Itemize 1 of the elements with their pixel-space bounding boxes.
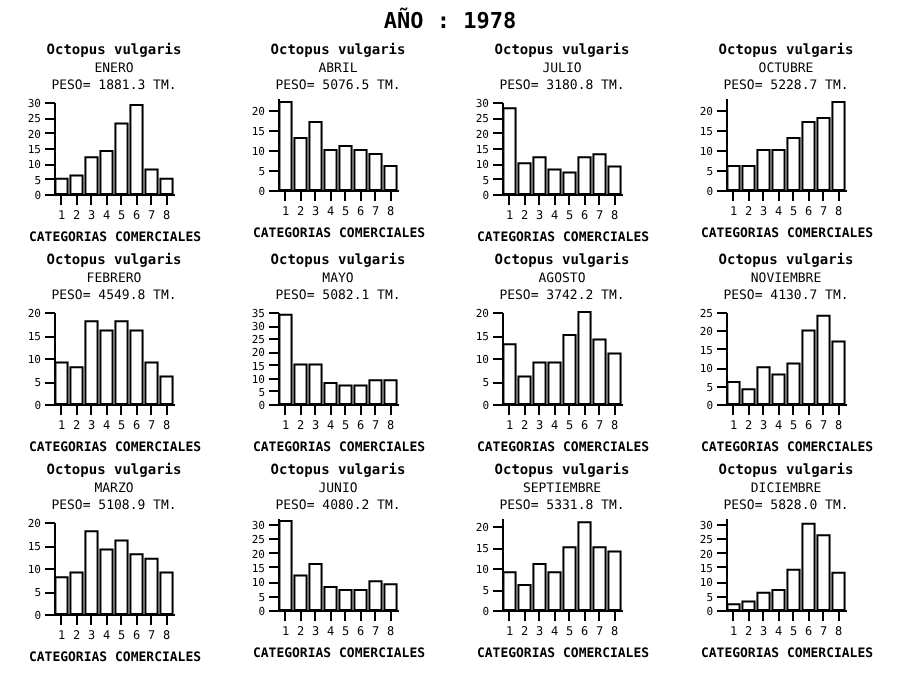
text: AÑO : 1978 [383, 8, 517, 34]
